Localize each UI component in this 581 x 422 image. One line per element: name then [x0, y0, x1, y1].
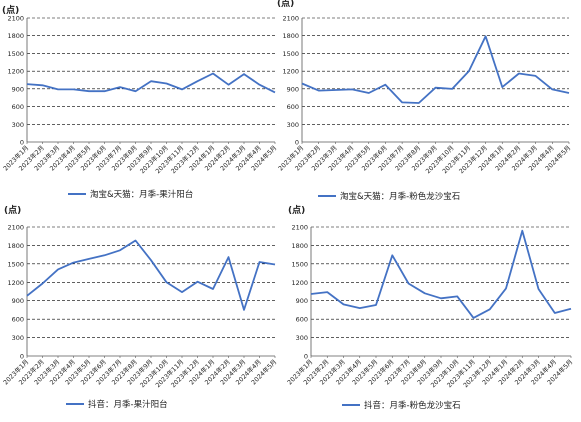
- y-tick-label: 2100: [291, 224, 308, 232]
- y-tick-label: 1200: [291, 279, 308, 287]
- y-tick-label: 600: [12, 316, 24, 324]
- y-tick-label: 300: [12, 121, 24, 129]
- y-tick-label: 1500: [282, 50, 299, 58]
- y-tick-label: 2100: [7, 224, 24, 232]
- y-tick-label: 1500: [7, 260, 24, 268]
- y-tick-label: 0: [295, 139, 299, 147]
- legend-label: 淘宝&天猫：月季-粉色龙沙宝石: [340, 191, 460, 202]
- y-tick-label: 300: [296, 334, 308, 342]
- y-tick-label: 600: [296, 316, 308, 324]
- y-tick-label: 1500: [7, 50, 24, 58]
- legend-label: 淘宝&天猫：月季-果汁阳台: [90, 189, 193, 200]
- y-tick-label: 1800: [7, 242, 24, 250]
- y-tick-label: 1200: [282, 68, 299, 76]
- y-tick-label: 900: [12, 85, 24, 93]
- chart-panel-3: (点)030060090012001500180021002023年1月2023…: [1, 204, 278, 410]
- y-tick-label: 300: [12, 334, 24, 342]
- y-tick-label: 1800: [291, 242, 308, 250]
- y-tick-label: 0: [304, 353, 308, 361]
- y-tick-label: 900: [287, 85, 299, 93]
- series-line: [310, 229, 572, 319]
- y-tick-label: 300: [287, 121, 299, 129]
- y-tick-label: 900: [12, 297, 24, 305]
- y-tick-label: 0: [20, 139, 24, 147]
- legend-label: 抖音：月季-果汁阳台: [88, 399, 168, 410]
- legend-label: 抖音：月季-粉色龙沙宝石: [364, 400, 461, 411]
- series-line: [301, 35, 570, 104]
- y-tick-label: 2100: [282, 15, 299, 23]
- unit-label: (点): [2, 4, 19, 16]
- series-line: [26, 239, 276, 311]
- y-tick-label: 600: [287, 103, 299, 111]
- y-tick-label: 2100: [7, 15, 24, 23]
- y-tick-label: 1800: [7, 32, 24, 40]
- unit-label: (点): [288, 204, 305, 216]
- chart-panel-2: (点)030060090012001500180021002023年1月2023…: [276, 0, 572, 202]
- y-tick-label: 1800: [282, 32, 299, 40]
- y-tick-label: 0: [20, 353, 24, 361]
- series-line: [26, 72, 276, 94]
- y-tick-label: 1200: [7, 68, 24, 76]
- chart-panel-4: (点)030060090012001500180021002023年1月2023…: [285, 204, 574, 411]
- unit-label: (点): [4, 204, 21, 216]
- y-tick-label: 1200: [7, 279, 24, 287]
- y-tick-label: 600: [12, 103, 24, 111]
- y-tick-label: 1500: [291, 260, 308, 268]
- y-tick-label: 900: [296, 297, 308, 305]
- unit-label: (点): [277, 0, 294, 9]
- chart-panel-1: (点)030060090012001500180021002023年1月2023…: [1, 4, 278, 200]
